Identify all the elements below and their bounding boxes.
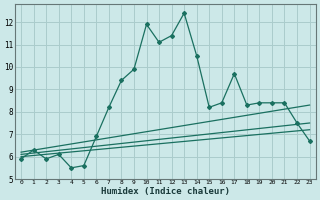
X-axis label: Humidex (Indice chaleur): Humidex (Indice chaleur) <box>101 187 230 196</box>
